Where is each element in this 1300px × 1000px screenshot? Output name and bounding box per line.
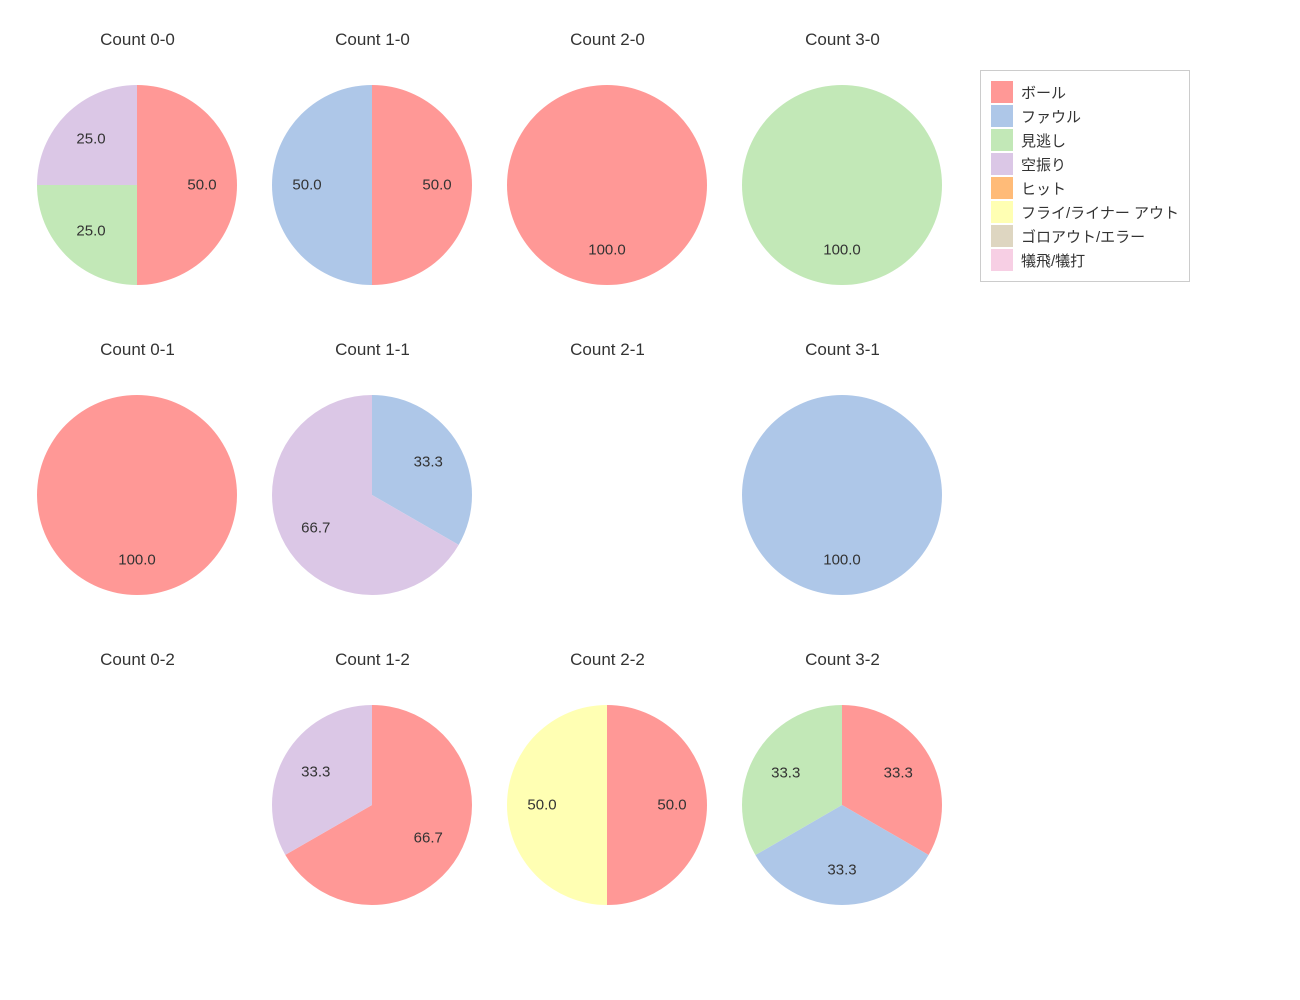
pie-cell: Count 0-2 xyxy=(20,650,255,960)
pie-cell: Count 1-2 66.7 33.3 xyxy=(255,650,490,960)
pie-slice-label: 25.0 xyxy=(76,222,105,239)
pie-wrap: 66.7 33.3 xyxy=(272,705,472,905)
pie-svg xyxy=(37,705,237,905)
pie-wrap: 100.0 xyxy=(37,395,237,595)
pie-wrap: 50.0 50.0 xyxy=(507,705,707,905)
pie-title: Count 0-2 xyxy=(20,650,255,670)
pie-title: Count 3-1 xyxy=(725,340,960,360)
pie-slice-label: 50.0 xyxy=(422,177,451,194)
pie-wrap xyxy=(507,395,707,595)
legend-swatch xyxy=(991,177,1013,199)
pie-slice-label: 33.3 xyxy=(884,764,913,781)
pie-slice-label: 100.0 xyxy=(823,552,861,569)
pie-slice xyxy=(507,705,607,905)
pie-slice-label: 33.3 xyxy=(771,764,800,781)
legend-swatch xyxy=(991,153,1013,175)
legend-item: ボール xyxy=(991,81,1179,103)
pie-title: Count 0-1 xyxy=(20,340,255,360)
pie-slice-label: 100.0 xyxy=(823,242,861,259)
pie-slice-label: 33.3 xyxy=(301,764,330,781)
pie-wrap: 100.0 xyxy=(742,85,942,285)
pie-title: Count 1-2 xyxy=(255,650,490,670)
pie-cell: Count 0-1 100.0 xyxy=(20,340,255,650)
legend-label: ヒット xyxy=(1021,178,1066,199)
pie-slice-label: 50.0 xyxy=(657,797,686,814)
legend-item: ゴロアウト/エラー xyxy=(991,225,1179,247)
pie-slice-label: 33.3 xyxy=(827,862,856,879)
pie-slice-label: 66.7 xyxy=(301,519,330,536)
legend-item: 空振り xyxy=(991,153,1179,175)
pie-wrap: 50.0 25.0 25.0 xyxy=(37,85,237,285)
pie-title: Count 3-0 xyxy=(725,30,960,50)
pie-cell: Count 1-1 33.3 66.7 xyxy=(255,340,490,650)
pie-title: Count 2-0 xyxy=(490,30,725,50)
pie-title: Count 1-1 xyxy=(255,340,490,360)
pie-cell: Count 2-0 100.0 xyxy=(490,30,725,340)
pie-title: Count 2-2 xyxy=(490,650,725,670)
pie-title: Count 2-1 xyxy=(490,340,725,360)
pie-cell: Count 2-1 xyxy=(490,340,725,650)
pie-slice-label: 50.0 xyxy=(292,177,321,194)
pie-title: Count 1-0 xyxy=(255,30,490,50)
legend-swatch xyxy=(991,129,1013,151)
pie-slice-label: 100.0 xyxy=(118,552,156,569)
legend-swatch xyxy=(991,105,1013,127)
pie-slice xyxy=(272,85,372,285)
pie-cell: Count 3-1 100.0 xyxy=(725,340,960,650)
pie-wrap: 100.0 xyxy=(742,395,942,595)
legend-swatch xyxy=(991,81,1013,103)
pie-title: Count 0-0 xyxy=(20,30,255,50)
pie-svg xyxy=(507,395,707,595)
legend-label: 空振り xyxy=(1021,154,1066,175)
pie-slice-label: 50.0 xyxy=(187,177,216,194)
pie-cell: Count 3-2 33.3 33.3 33.3 xyxy=(725,650,960,960)
chart-grid-container: Count 0-050.025.025.0Count 1-050.050.0Co… xyxy=(0,0,1300,1000)
legend-swatch xyxy=(991,201,1013,223)
pie-svg xyxy=(272,395,472,595)
legend-swatch xyxy=(991,225,1013,247)
pie-title: Count 3-2 xyxy=(725,650,960,670)
legend-item: ヒット xyxy=(991,177,1179,199)
pie-wrap: 100.0 xyxy=(507,85,707,285)
legend-label: 見逃し xyxy=(1021,130,1066,151)
pie-wrap: 50.0 50.0 xyxy=(272,85,472,285)
legend-swatch xyxy=(991,249,1013,271)
legend-label: 犠飛/犠打 xyxy=(1021,250,1085,271)
pie-slice-label: 100.0 xyxy=(588,242,626,259)
legend-item: 犠飛/犠打 xyxy=(991,249,1179,271)
pie-slice-label: 66.7 xyxy=(414,829,443,846)
pie-cell: Count 1-0 50.0 50.0 xyxy=(255,30,490,340)
pie-wrap: 33.3 66.7 xyxy=(272,395,472,595)
legend-label: ファウル xyxy=(1021,106,1081,127)
pie-slice-label: 50.0 xyxy=(527,797,556,814)
legend: ボールファウル見逃し空振りヒットフライ/ライナー アウトゴロアウト/エラー犠飛/… xyxy=(980,70,1190,282)
pie-slice-label: 25.0 xyxy=(76,131,105,148)
pie-cell: Count 0-0 50.0 25.0 25.0 xyxy=(20,30,255,340)
legend-label: ゴロアウト/エラー xyxy=(1021,226,1145,247)
legend-item: フライ/ライナー アウト xyxy=(991,201,1179,223)
legend-item: 見逃し xyxy=(991,129,1179,151)
pie-slice-label: 33.3 xyxy=(414,454,443,471)
pie-cell: Count 3-0 100.0 xyxy=(725,30,960,340)
legend-label: ボール xyxy=(1021,82,1066,103)
legend-label: フライ/ライナー アウト xyxy=(1021,202,1179,223)
pie-svg xyxy=(272,705,472,905)
pie-wrap xyxy=(37,705,237,905)
pie-cell: Count 2-2 50.0 50.0 xyxy=(490,650,725,960)
legend-item: ファウル xyxy=(991,105,1179,127)
pie-wrap: 33.3 33.3 33.3 xyxy=(742,705,942,905)
